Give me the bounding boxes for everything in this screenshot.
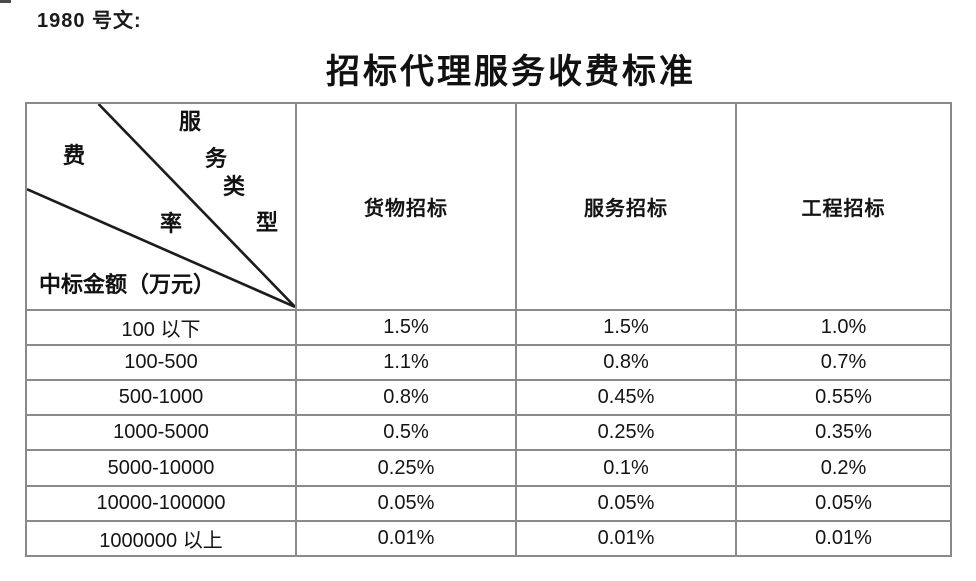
service-type-char-2: 务 [205,146,228,171]
service-type-char-3: 类 [223,174,246,199]
rate-cell: 0.1% [515,449,737,487]
column-header-goods: 货物招标 [295,102,517,311]
amount-axis-label: 中标金额（万元） [39,272,216,297]
row-label-cell: 5000-10000 [25,449,297,487]
row-label-cell: 100 以下 [25,308,297,347]
table-row: 5000-10000 0.25% 0.1% 0.2% [25,449,952,487]
rate-cell: 1.1% [295,344,517,382]
rate-cell: 0.5% [295,414,517,452]
rate-cell: 0.25% [295,449,517,487]
service-type-char-4: 型 [256,210,279,235]
rate-cell: 0.45% [515,379,737,417]
table-row: 1000-5000 0.5% 0.25% 0.35% [25,414,952,452]
rate-cell: 0.7% [735,344,952,382]
rate-cell: 0.01% [735,519,952,558]
fee-rate-char-2: 率 [160,211,183,236]
corner-header-cell: 服 务 类 型 费 率 中标金额（万元） [25,102,297,311]
table-row: 100 以下 1.5% 1.5% 1.0% [25,308,952,347]
diagonal-line-lower [27,187,295,309]
row-label-cell: 500-1000 [25,379,297,417]
fee-rate-char-1: 费 [63,143,86,168]
table-row: 500-1000 0.8% 0.45% 0.55% [25,379,952,417]
rate-cell: 1.0% [735,308,952,347]
fee-standard-table: 服 务 类 型 费 率 中标金额（万元） 货物招标 服务招标 工程招标 100 … [25,102,952,558]
table-row: 10000-100000 0.05% 0.05% 0.05% [25,484,952,522]
table-header-row: 服 务 类 型 费 率 中标金额（万元） 货物招标 服务招标 工程招标 [25,102,952,311]
rate-cell: 0.55% [735,379,952,417]
rate-cell: 0.05% [295,484,517,522]
table-row: 100-500 1.1% 0.8% 0.7% [25,344,952,382]
rate-cell: 0.01% [295,519,517,558]
page-title: 招标代理服务收费标准 [326,54,696,91]
rate-cell: 0.01% [515,519,737,558]
diagonal-divider-lines [27,104,295,309]
corner-cell-content: 服 务 类 型 费 率 中标金额（万元） [27,104,295,309]
table-row: 1000000 以上 0.01% 0.01% 0.01% [25,519,952,558]
column-header-works: 工程招标 [735,102,952,311]
rate-cell: 0.2% [735,449,952,487]
row-label-cell: 1000-5000 [25,414,297,452]
diagonal-line-upper [97,104,295,308]
service-type-char-1: 服 [179,109,202,134]
rate-cell: 0.8% [515,344,737,382]
row-label-cell: 10000-100000 [25,484,297,522]
column-header-services: 服务招标 [515,102,737,311]
row-label-cell: 1000000 以上 [25,519,297,558]
doc-number: 1980 号文: [37,10,142,32]
row-label-cell: 100-500 [25,344,297,382]
rate-cell: 1.5% [295,308,517,347]
rate-cell: 0.05% [515,484,737,522]
rate-cell: 0.05% [735,484,952,522]
rate-cell: 0.8% [295,379,517,417]
rate-cell: 1.5% [515,308,737,347]
rate-cell: 0.35% [735,414,952,452]
page-corner-mark [0,0,11,3]
rate-cell: 0.25% [515,414,737,452]
